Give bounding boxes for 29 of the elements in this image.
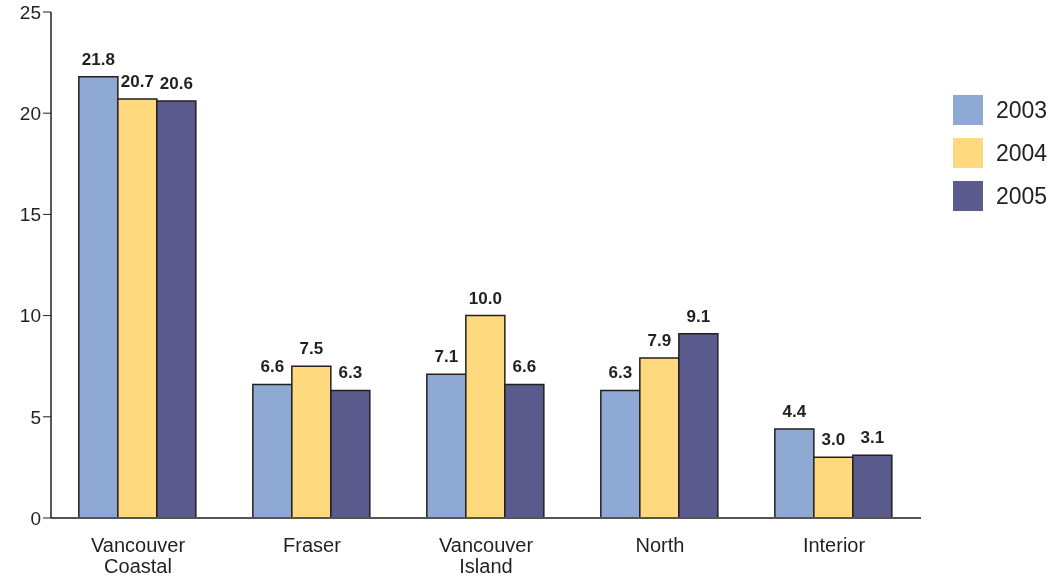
y-tick-label: 25 bbox=[19, 1, 41, 23]
x-tick-label: Fraser bbox=[283, 534, 342, 556]
data-label: 6.6 bbox=[260, 357, 285, 377]
y-tick-label: 20 bbox=[19, 102, 41, 124]
x-tick-label: Interior bbox=[802, 534, 866, 556]
y-tick-label: 0 bbox=[30, 507, 41, 529]
data-label: 3.0 bbox=[821, 430, 846, 450]
y-tick-label: 15 bbox=[19, 204, 41, 226]
x-tick-label: Vancouver Coastal bbox=[90, 534, 186, 577]
data-label: 6.6 bbox=[512, 357, 537, 377]
data-label: 9.1 bbox=[686, 306, 711, 326]
data-label: 20.6 bbox=[159, 74, 193, 94]
y-tick-label: 5 bbox=[30, 406, 41, 428]
data-label: 7.1 bbox=[434, 347, 459, 367]
data-label: 3.1 bbox=[860, 428, 885, 448]
data-label: 6.3 bbox=[338, 363, 363, 383]
data-label: 7.9 bbox=[647, 331, 672, 351]
data-label: 20.7 bbox=[120, 72, 154, 92]
data-label: 6.3 bbox=[608, 363, 633, 383]
y-tick-label: 10 bbox=[19, 305, 41, 327]
data-label: 21.8 bbox=[81, 49, 115, 69]
legend-label: 2004 bbox=[996, 139, 1048, 167]
data-label: 4.4 bbox=[782, 401, 807, 421]
x-tick-label: Vancouver Island bbox=[438, 534, 534, 577]
data-label: 7.5 bbox=[299, 339, 324, 359]
legend-label: 2003 bbox=[996, 96, 1048, 124]
legend-label: 2005 bbox=[996, 182, 1048, 210]
data-label: 10.0 bbox=[468, 288, 502, 308]
x-tick-label: North bbox=[635, 534, 685, 556]
